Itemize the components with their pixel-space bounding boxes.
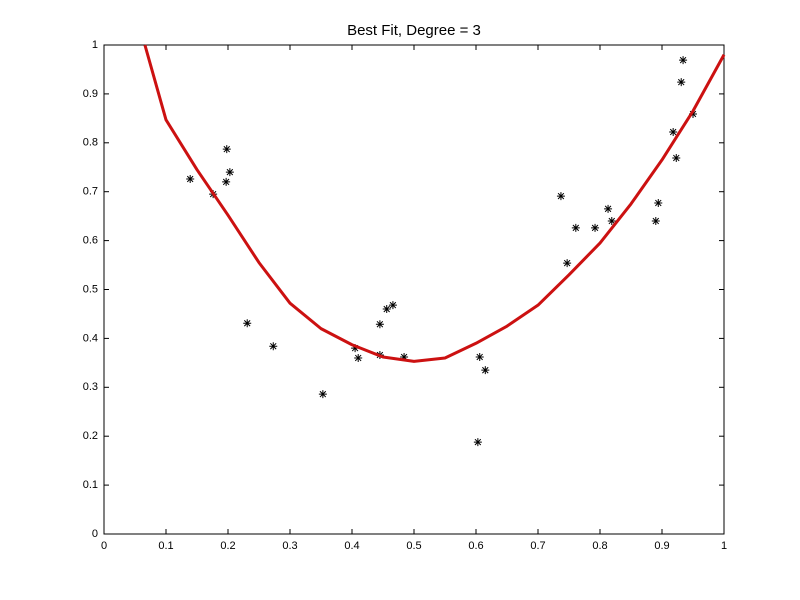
y-tick-label: 0.4 bbox=[83, 332, 98, 344]
x-tick-label: 0.1 bbox=[158, 540, 173, 552]
data-point bbox=[679, 56, 688, 65]
data-point bbox=[604, 204, 613, 213]
data-point bbox=[400, 352, 409, 361]
data-point bbox=[563, 259, 572, 268]
y-tick-label: 0.6 bbox=[83, 235, 98, 247]
data-point bbox=[669, 128, 678, 137]
x-tick-label: 0.8 bbox=[592, 540, 607, 552]
y-tick-label: 0 bbox=[92, 528, 98, 540]
data-point bbox=[225, 168, 234, 177]
data-point bbox=[607, 217, 616, 226]
data-point bbox=[375, 320, 384, 329]
data-point bbox=[318, 390, 327, 399]
data-point bbox=[654, 198, 663, 207]
x-tick-label: 0.3 bbox=[282, 540, 297, 552]
y-tick-label: 0.7 bbox=[83, 186, 98, 198]
x-tick-label: 1 bbox=[721, 540, 727, 552]
data-point bbox=[382, 305, 391, 314]
x-tick-label: 0.4 bbox=[344, 540, 359, 552]
data-point bbox=[269, 342, 278, 351]
y-tick-label: 0.9 bbox=[83, 88, 98, 100]
data-point bbox=[351, 344, 360, 353]
y-tick-label: 0.3 bbox=[83, 381, 98, 393]
x-tick-label: 0.7 bbox=[530, 540, 545, 552]
x-tick-label: 0.2 bbox=[220, 540, 235, 552]
data-point bbox=[388, 301, 397, 310]
x-tick-label: 0.6 bbox=[468, 540, 483, 552]
data-point bbox=[475, 352, 484, 361]
y-tick-label: 0.8 bbox=[83, 137, 98, 149]
y-tick-label: 0.5 bbox=[83, 283, 98, 295]
data-point bbox=[222, 145, 231, 154]
data-point bbox=[672, 153, 681, 162]
data-point bbox=[651, 217, 660, 226]
y-tick-label: 1 bbox=[92, 39, 98, 51]
x-tick-label: 0 bbox=[101, 540, 107, 552]
data-point bbox=[481, 366, 490, 375]
x-tick-label: 0.9 bbox=[654, 540, 669, 552]
chart-title: Best Fit, Degree = 3 bbox=[347, 22, 481, 39]
data-point bbox=[571, 223, 580, 232]
data-point bbox=[556, 192, 565, 201]
fit-curve bbox=[143, 44, 726, 363]
data-point bbox=[689, 109, 697, 118]
data-point bbox=[677, 78, 686, 87]
data-point bbox=[591, 223, 600, 232]
data-point bbox=[473, 438, 482, 447]
data-point bbox=[354, 353, 363, 362]
x-tick-label: 0.5 bbox=[406, 540, 421, 552]
y-tick-label: 0.2 bbox=[83, 430, 98, 442]
data-point bbox=[186, 174, 195, 183]
axes-box bbox=[103, 44, 725, 535]
y-tick-label: 0.1 bbox=[83, 479, 98, 491]
data-point bbox=[243, 319, 252, 328]
data-point bbox=[222, 177, 231, 186]
